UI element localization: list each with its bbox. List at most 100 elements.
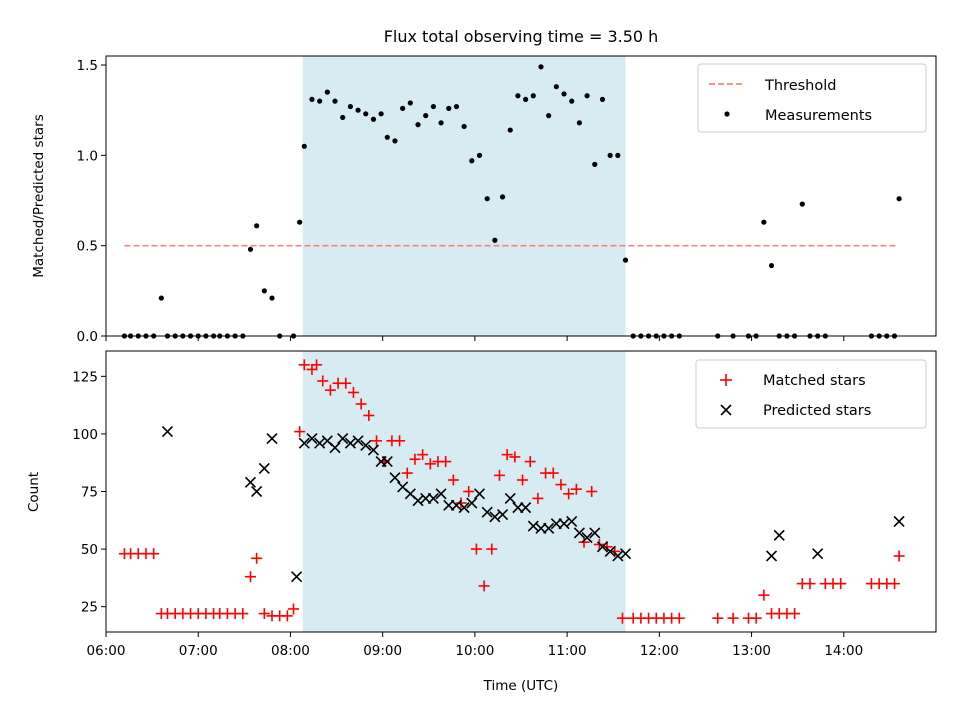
predicted-star-marker (352, 435, 364, 447)
measurement-point (799, 201, 805, 207)
predicted-star-marker (504, 492, 516, 504)
marker-stroke (389, 472, 401, 484)
matched-star-marker (524, 456, 536, 468)
predicted-star-marker (773, 529, 785, 541)
x-tick-label: 06:00 (87, 643, 126, 659)
y-tick-label: 125 (72, 369, 98, 385)
measurement-point (247, 246, 254, 252)
top-legend-box (697, 63, 927, 133)
marker-stroke (161, 426, 174, 438)
bottom-legend-box (695, 359, 927, 429)
y-tick-label: 0.0 (77, 329, 98, 345)
measurement-point (446, 105, 452, 111)
measurement-point (530, 93, 536, 99)
measurement-point (254, 223, 260, 229)
matched-star-marker (758, 589, 770, 601)
matched-star-marker (409, 453, 421, 465)
predicted-star-marker (412, 495, 424, 507)
predicted-star-marker (604, 545, 616, 557)
legend-matched-label: Matched stars (763, 373, 866, 389)
measurement-point (592, 161, 598, 167)
top-legend: Threshold Measurements (697, 63, 927, 133)
matched-star-marker (401, 467, 413, 479)
matched-star-marker (251, 552, 263, 564)
predicted-star-marker (266, 432, 278, 445)
matched-star-marker (447, 474, 459, 486)
matched-star-marker (555, 479, 567, 491)
marker-stroke (329, 442, 341, 454)
x-tick-label: 08:00 (271, 643, 310, 659)
marker-stroke (466, 497, 478, 509)
matched-star-marker (288, 603, 300, 615)
matched-star-marker (517, 474, 529, 486)
measurement-point (438, 120, 444, 126)
predicted-star-marker (244, 476, 257, 488)
measurement-point (453, 103, 460, 110)
marker-stroke (581, 531, 593, 544)
marker-stroke (893, 515, 905, 528)
measurement-point (407, 100, 413, 106)
marker-stroke (504, 492, 516, 504)
marker-stroke (427, 492, 439, 504)
marker-stroke (773, 529, 785, 541)
matched-star-marker (394, 435, 406, 447)
y-tick-label: 1.5 (77, 58, 98, 74)
matched-star-marker (363, 409, 375, 421)
measurement-point (269, 295, 275, 301)
predicted-star-marker (612, 550, 624, 562)
predicted-star-marker (360, 439, 372, 452)
marker-stroke (619, 548, 632, 560)
measurement-point (515, 93, 521, 99)
predicted-star-marker (435, 488, 447, 500)
marker-stroke (306, 432, 318, 445)
predicted-star-marker (329, 442, 341, 454)
measurement-point (347, 103, 353, 110)
predicted-star-marker (458, 502, 470, 514)
predicted-star-marker (450, 499, 463, 511)
measurement-point (332, 98, 338, 104)
marker-stroke (527, 520, 539, 532)
matched-star-marker (893, 550, 905, 562)
matched-star-marker (712, 612, 724, 624)
measurement-point (392, 138, 398, 144)
predicted-star-marker (573, 527, 585, 539)
measurement-point (423, 113, 429, 119)
y-tick-label: 75 (81, 485, 98, 501)
predicted-star-marker (291, 571, 303, 583)
matched-star-marker (294, 426, 306, 438)
measurement-point (546, 113, 552, 119)
measurement-point (584, 93, 590, 99)
bottom-x-axis: 06:00 07:00 08:00 09:00 10:00 11:00 12:00 13:00… (87, 632, 863, 659)
matched-star-marker (727, 612, 739, 624)
predicted-star-marker (543, 522, 555, 534)
marker-stroke (404, 488, 416, 500)
matched-star-marker (298, 359, 310, 371)
predicted-star-marker (812, 548, 824, 560)
measurement-point (469, 158, 475, 164)
legend-matched-swatch (720, 374, 732, 386)
measurement-point (622, 257, 629, 263)
matched-star-marker (424, 458, 436, 470)
measurement-point (484, 196, 490, 202)
bottom-y-axis-label: Count (26, 472, 42, 512)
predicted-star-marker (596, 541, 609, 553)
predicted-star-marker (527, 520, 539, 532)
measurement-point (324, 89, 330, 95)
matched-star-marker (340, 377, 352, 389)
matched-star-marker (493, 469, 505, 481)
matched-star-marker (244, 571, 256, 583)
y-tick-label: 1.0 (77, 148, 98, 164)
measurement-point (355, 107, 361, 113)
predicted-star-marker (558, 518, 570, 530)
matched-star-marker (463, 486, 475, 497)
predicted-star-marker (344, 437, 356, 449)
marker-stroke (381, 455, 393, 468)
legend-measurements-label: Measurements (765, 108, 872, 124)
matched-star-marker (237, 608, 249, 620)
marker-stroke (566, 515, 578, 528)
marker-stroke (337, 432, 349, 445)
predicted-star-marker (258, 462, 270, 475)
measurement-point (492, 237, 498, 243)
matched-star-marker (889, 578, 900, 590)
predicted-star-marker (566, 515, 578, 528)
